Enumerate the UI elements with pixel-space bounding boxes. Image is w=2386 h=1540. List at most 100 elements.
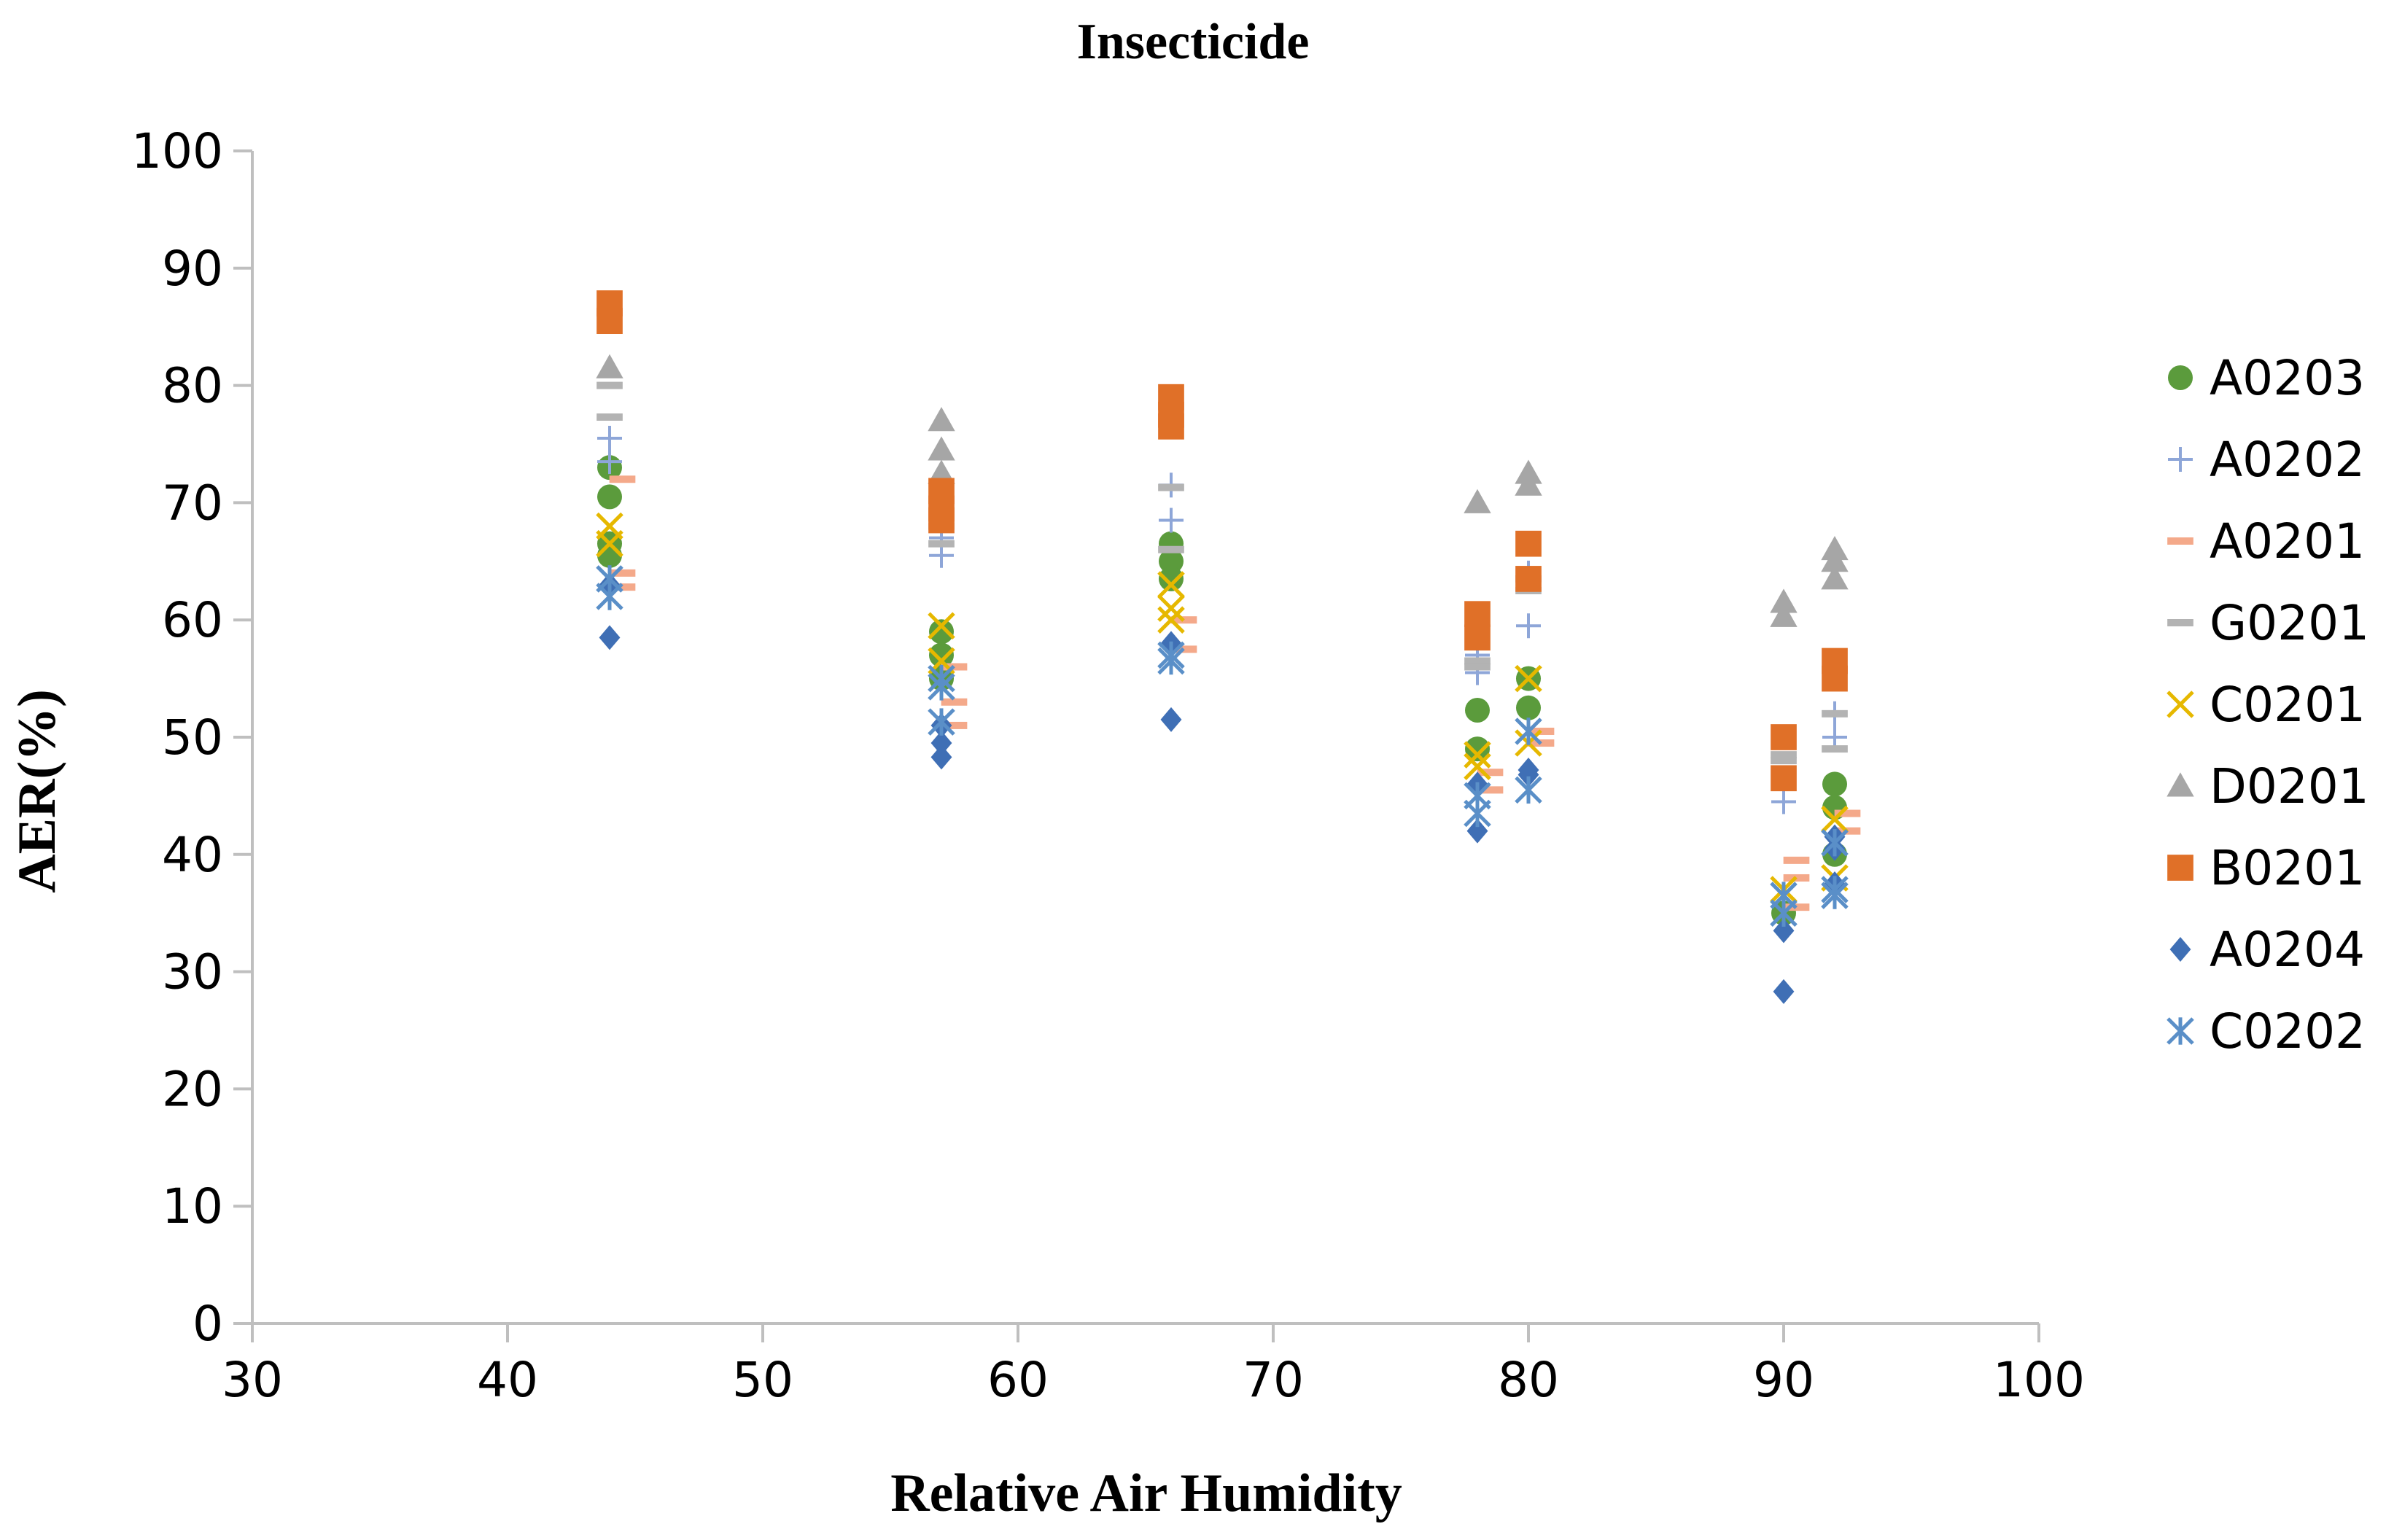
data-point: [1771, 765, 1797, 792]
y-tick-label: 10: [162, 1178, 223, 1234]
data-point: [1771, 724, 1797, 750]
y-axis-ticks: 0 10 20 30 40 50 60 70 80 90 100: [131, 123, 252, 1352]
data-point: [1515, 471, 1542, 496]
data-point: [1464, 624, 1491, 651]
data-point: [928, 507, 955, 534]
legend-label: C0201: [2210, 677, 2366, 733]
legend-item-a0202: A0202: [2168, 432, 2365, 488]
data-point: [609, 569, 636, 577]
data-point: [1821, 565, 1849, 590]
y-tick-label: 60: [162, 592, 223, 648]
data-point: [1157, 606, 1185, 634]
data-point: [1159, 548, 1184, 574]
legend-marker: [2167, 772, 2194, 797]
data-point: [1822, 745, 1848, 753]
legend-item-d0201: D0201: [2167, 758, 2369, 814]
legend-marker: [2167, 1017, 2194, 1045]
data-point: [1821, 805, 1849, 833]
y-tick-label: 30: [162, 944, 223, 1000]
data-point: [1464, 741, 1491, 769]
data-point: [1160, 707, 1182, 732]
data-point: [596, 413, 623, 421]
data-point: [1783, 856, 1810, 864]
data-point: [596, 354, 623, 378]
y-tick-label: 0: [193, 1296, 223, 1352]
legend-item-a0204: A0204: [2169, 922, 2365, 978]
legend-marker: [2167, 855, 2193, 881]
data-point: [1821, 548, 1849, 572]
y-tick-label: 20: [162, 1061, 223, 1117]
y-tick-label: 80: [162, 358, 223, 414]
legend-item-a0201: A0201: [2167, 513, 2365, 569]
data-point: [596, 308, 623, 335]
data-point: [599, 625, 621, 650]
data-point: [597, 542, 622, 568]
x-tick-label: 30: [222, 1352, 283, 1408]
series-a0203: [597, 455, 1847, 926]
y-tick-label: 90: [162, 241, 223, 297]
legend-item-b0201: B0201: [2167, 840, 2365, 896]
data-point: [1822, 665, 1848, 692]
chart-title: Insecticide: [1077, 14, 1310, 70]
y-tick-label: 100: [131, 123, 223, 179]
data-point: [1515, 664, 1542, 693]
data-point: [1770, 602, 1798, 627]
legend-label: A0202: [2210, 432, 2365, 488]
legend-label: A0203: [2210, 350, 2365, 406]
legend-marker: [2167, 691, 2194, 718]
data-point: [1822, 709, 1848, 718]
x-tick-label: 50: [732, 1352, 793, 1408]
data-point: [1464, 601, 1491, 628]
data-point: [1516, 695, 1541, 720]
data-point: [1477, 786, 1504, 794]
legend: A0203 A0202 A0201 G0201 C0201 D0201 B0201 A0204…: [2167, 350, 2369, 1059]
data-point: [1773, 979, 1795, 1004]
data-point: [1466, 818, 1488, 844]
series-a0201: [609, 475, 1861, 911]
data-point: [1771, 757, 1797, 765]
data-point: [1159, 566, 1184, 591]
data-point: [1464, 657, 1491, 665]
series-a0204: [599, 572, 1846, 1004]
data-point: [1821, 882, 1849, 909]
data-point: [1515, 530, 1542, 557]
series-d0201: [596, 354, 1849, 627]
data-point: [928, 612, 955, 640]
data-point: [1159, 508, 1184, 533]
legend-marker: [2167, 537, 2193, 545]
x-tick-label: 90: [1753, 1352, 1814, 1408]
data-point: [1464, 799, 1491, 828]
data-point: [928, 708, 955, 736]
data-point: [941, 698, 968, 706]
legend-label: C0202: [2210, 1003, 2366, 1059]
x-tick-label: 40: [477, 1352, 538, 1408]
y-tick-label: 70: [162, 475, 223, 531]
data-point: [928, 407, 955, 432]
data-point: [1516, 613, 1541, 639]
data-point: [928, 436, 955, 461]
legend-label: A0201: [2210, 513, 2365, 569]
x-tick-label: 70: [1243, 1352, 1304, 1408]
legend-marker: [2168, 365, 2193, 390]
data-point: [1464, 663, 1491, 671]
data-point: [1773, 918, 1795, 944]
data-point: [1157, 647, 1185, 675]
x-tick-label: 60: [987, 1352, 1049, 1408]
data-point: [596, 529, 623, 558]
plot-points: [596, 290, 1861, 1004]
data-point: [1822, 771, 1847, 797]
legend-item-g0201: G0201: [2167, 595, 2369, 651]
data-point: [596, 381, 623, 389]
legend-label: D0201: [2210, 758, 2369, 814]
data-point: [1464, 752, 1491, 780]
data-point: [1515, 566, 1542, 592]
data-point: [597, 449, 622, 475]
data-point: [1770, 899, 1798, 927]
x-tick-label: 100: [1993, 1352, 2085, 1408]
data-point: [609, 583, 636, 591]
x-axis-label: Relative Air Humidity: [890, 1463, 1402, 1523]
data-point: [1157, 571, 1185, 599]
y-tick-label: 50: [162, 709, 223, 766]
data-point: [930, 731, 952, 756]
